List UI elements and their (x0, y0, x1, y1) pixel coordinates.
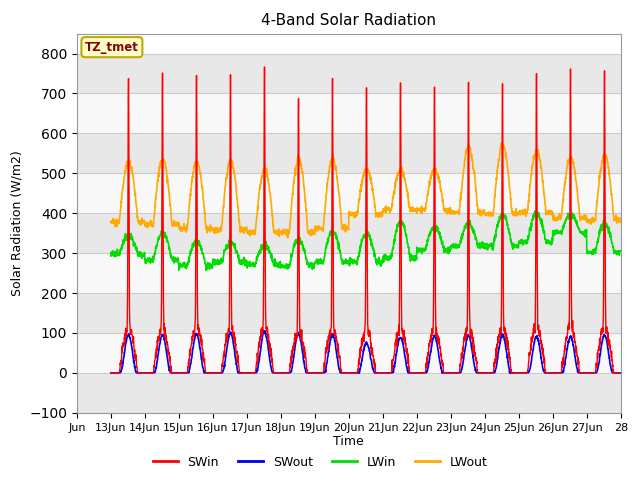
Bar (77, 54, 621, 94)
Bar (77, 213, 621, 253)
Bar (77, 373, 621, 413)
Title: 4-Band Solar Radiation: 4-Band Solar Radiation (261, 13, 436, 28)
Bar (77, 293, 621, 333)
Bar (77, 253, 621, 293)
Bar (77, 333, 621, 373)
X-axis label: Time: Time (333, 435, 364, 448)
Text: TZ_tmet: TZ_tmet (85, 41, 139, 54)
Y-axis label: Solar Radiation (W/m2): Solar Radiation (W/m2) (10, 150, 24, 296)
Bar (77, 94, 621, 133)
Bar (77, 173, 621, 213)
Bar (77, 133, 621, 173)
Legend: SWin, SWout, LWin, LWout: SWin, SWout, LWin, LWout (147, 451, 493, 474)
